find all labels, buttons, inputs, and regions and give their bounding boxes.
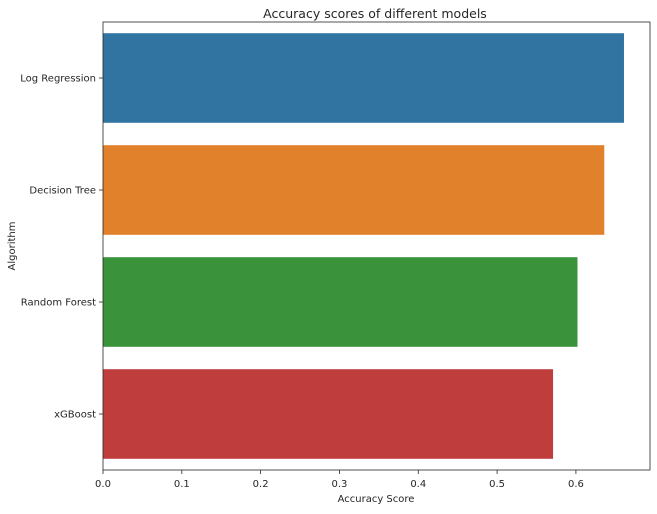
bar-decision-tree bbox=[103, 145, 605, 235]
bar-log-regression bbox=[103, 33, 624, 123]
x-tick-label: 0.0 bbox=[95, 479, 111, 490]
y-tick-label: xGBoost bbox=[54, 410, 96, 421]
plot-frame bbox=[102, 21, 651, 471]
x-tick-label: 0.4 bbox=[410, 479, 426, 490]
y-tick-label: Decision Tree bbox=[29, 186, 96, 197]
chart-title: Accuracy scores of different models bbox=[263, 6, 487, 21]
y-axis-label: Algorithm bbox=[7, 222, 18, 271]
x-axis-label: Accuracy Score bbox=[338, 494, 415, 505]
x-tick-label: 0.3 bbox=[332, 479, 348, 490]
y-tick-label: Random Forest bbox=[21, 298, 96, 309]
x-tick-label: 0.2 bbox=[253, 479, 269, 490]
x-axis-ticks: 0.0 0.1 0.2 0.3 0.4 0.5 0.6 bbox=[95, 470, 584, 490]
x-tick-label: 0.6 bbox=[568, 479, 584, 490]
y-tick-label: Log Regression bbox=[20, 74, 96, 85]
x-tick-label: 0.1 bbox=[174, 479, 190, 490]
bars-layer bbox=[103, 33, 624, 459]
bar-random-forest bbox=[103, 257, 578, 347]
x-tick-label: 0.5 bbox=[489, 479, 505, 490]
bar-xgboost bbox=[103, 369, 554, 459]
y-axis-ticks: Log Regression Decision Tree Random Forest… bbox=[20, 74, 103, 421]
